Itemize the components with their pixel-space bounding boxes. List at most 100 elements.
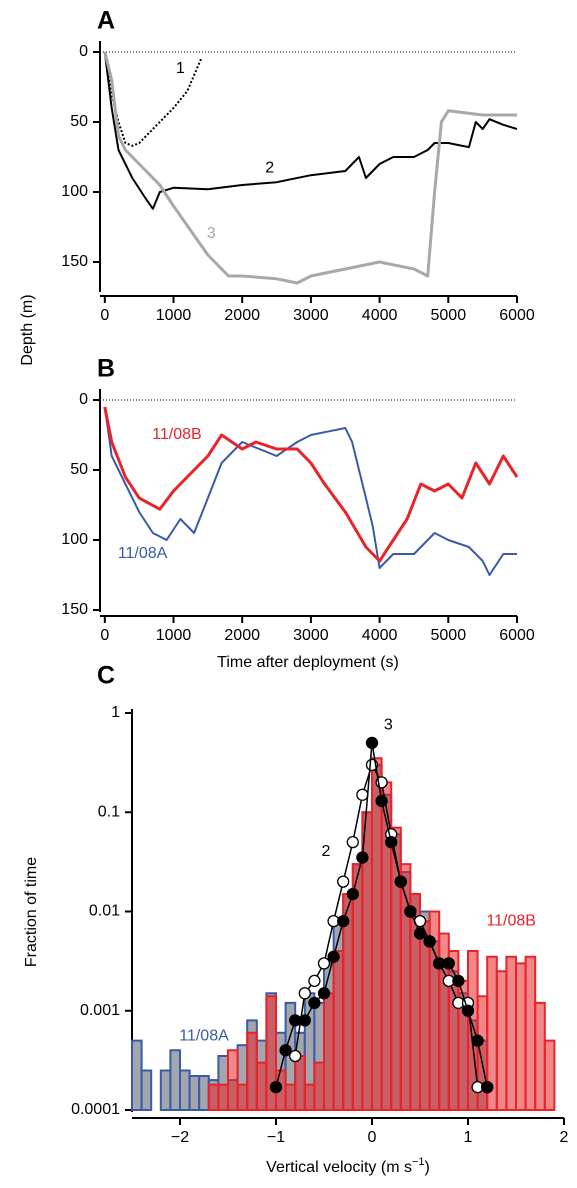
data-point: [423, 935, 436, 948]
series-label: 11/08A: [179, 1028, 229, 1045]
x-tick-label: 0: [368, 1129, 377, 1146]
data-point: [394, 875, 407, 888]
series-label: 3: [207, 225, 216, 242]
data-point: [269, 1080, 283, 1094]
y-tick-label: 100: [61, 531, 88, 548]
series-label: 1: [176, 60, 185, 77]
data-point: [337, 875, 350, 888]
x-tick-label: −1: [267, 1129, 285, 1146]
x-axis-title: Vertical velocity (m s−1): [266, 1156, 430, 1176]
y-axis-title: Depth (m): [19, 294, 36, 365]
data-line: [103, 406, 517, 576]
histogram-bar: [399, 863, 412, 1111]
histogram-bar: [131, 1039, 143, 1111]
histogram-bar: [217, 1083, 229, 1111]
histogram-bar: [543, 1039, 556, 1111]
histogram-bar: [140, 1069, 153, 1111]
x-tick-label: 1: [464, 1129, 473, 1146]
histogram-bar: [159, 1069, 172, 1111]
y-tick-label: 50: [70, 113, 88, 130]
data-point: [413, 927, 427, 940]
y-tick-label: 0.001: [80, 1002, 120, 1019]
data-point: [346, 887, 359, 901]
y-tick-label: 0: [79, 43, 88, 60]
histogram-bar: [169, 1049, 181, 1112]
histogram-bar: [284, 1083, 297, 1111]
histogram-bar: [236, 1083, 249, 1111]
series-label: 11/08B: [152, 426, 202, 443]
data-point: [404, 905, 417, 918]
data-point: [471, 1034, 484, 1047]
series-label: 3: [384, 717, 393, 734]
x-tick-label: 0: [100, 307, 109, 324]
x-tick-label: 2000: [224, 307, 260, 324]
series-label: 11/08B: [486, 912, 536, 929]
histogram-bar: [419, 920, 431, 1112]
x-axis-title-text: Vertical velocity (m s: [266, 1159, 412, 1176]
y-tick-label: 1: [111, 704, 120, 721]
x-tick-label: 1000: [156, 627, 192, 644]
series-label: 2: [265, 159, 274, 176]
histogram-bar: [447, 949, 460, 1111]
x-tick-label: 4000: [362, 307, 398, 324]
histogram-bar: [524, 955, 537, 1111]
data-point: [289, 1049, 302, 1063]
histogram-bar: [534, 1001, 546, 1111]
histogram-bar: [323, 992, 335, 1112]
data-point: [375, 794, 388, 808]
x-tick-label: 5000: [431, 307, 467, 324]
series-label: 11/08A: [118, 545, 168, 562]
x-tick-label: 2000: [224, 627, 260, 644]
panel-label: B: [97, 355, 115, 383]
data-point: [298, 1014, 311, 1027]
histogram-bar: [303, 1083, 316, 1111]
histogram-bar: [188, 1075, 201, 1111]
data-point: [317, 987, 331, 1000]
x-tick-label: 3000: [293, 627, 329, 644]
y-tick-label: 50: [70, 461, 88, 478]
y-tick-label: 100: [61, 183, 88, 200]
x-tick-label: 0: [100, 627, 109, 644]
y-tick-label: 0.01: [89, 903, 120, 920]
histogram-bar: [179, 1069, 191, 1111]
y-tick-label: 150: [61, 601, 88, 618]
x-tick-label: −2: [171, 1129, 189, 1146]
data-point: [481, 1080, 494, 1094]
histogram-bar: [332, 949, 345, 1111]
x-tick-label: 6000: [499, 307, 535, 324]
histogram-bar: [313, 1061, 325, 1112]
data-line: [103, 51, 518, 210]
histogram-bar: [198, 1075, 210, 1111]
x-axis-title-superscript: −1: [412, 1156, 425, 1168]
data-point: [346, 835, 359, 849]
data-point: [365, 736, 379, 750]
y-tick-label: 0.1: [98, 803, 120, 820]
data-point: [279, 1044, 292, 1057]
data-point: [452, 974, 465, 988]
histogram-bar: [505, 955, 517, 1111]
y-axis-title: Fraction of time: [23, 857, 40, 967]
data-point: [461, 1004, 475, 1017]
data-point: [327, 950, 340, 963]
data-point: [308, 996, 321, 1010]
data-point: [385, 835, 398, 849]
histogram-bar: [495, 970, 508, 1111]
x-tick-label: 6000: [499, 627, 535, 644]
x-axis-title: Time after deployment (s): [217, 654, 399, 671]
data-point: [298, 987, 311, 1000]
data-point: [356, 851, 369, 864]
histogram-bar: [255, 1061, 268, 1112]
x-tick-label: 4000: [362, 627, 398, 644]
x-axis-title-text: ): [425, 1159, 430, 1176]
panel-label: A: [97, 7, 115, 35]
data-line: [103, 51, 517, 285]
histogram-bar: [207, 1083, 220, 1111]
histogram-bar: [351, 863, 364, 1111]
x-tick-label: 1000: [156, 307, 192, 324]
x-tick-label: 5000: [431, 627, 467, 644]
panel-label: C: [97, 662, 115, 690]
histogram-bar: [371, 757, 383, 1111]
data-point: [356, 788, 369, 801]
histogram-bar: [390, 826, 402, 1111]
